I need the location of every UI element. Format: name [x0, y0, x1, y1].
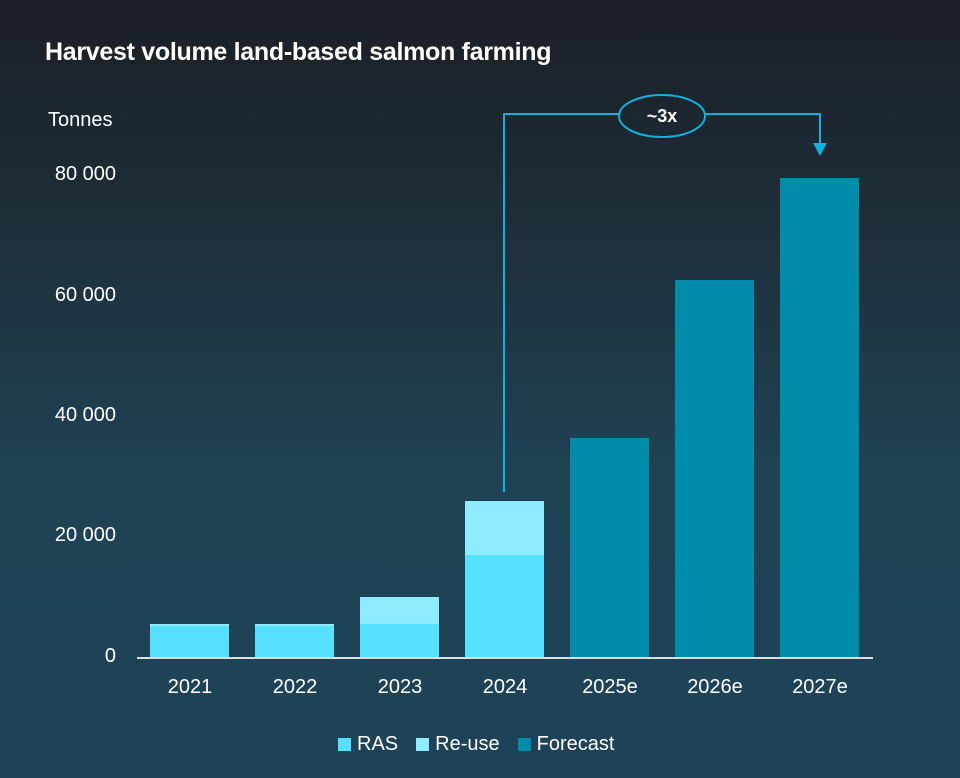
y-tick-40000: 40 000 — [54, 404, 116, 426]
bar-2026e — [675, 280, 754, 657]
y-tick-80000: 80 000 — [54, 163, 116, 185]
x-tick-2021: 2021 — [167, 676, 213, 698]
x-tick-2026e: 2026e — [687, 676, 743, 698]
bar-2025e — [570, 438, 649, 657]
legend-label-ras: RAS — [357, 733, 399, 755]
bar-2027e — [780, 178, 859, 657]
x-tick-2025e: 2025e — [582, 676, 638, 698]
x-tick-2024: 2024 — [482, 676, 528, 698]
legend: RAS Re-use Forecast — [338, 733, 614, 756]
legend-label-reuse: Re-use — [435, 733, 500, 755]
x-tick-2022: 2022 — [272, 676, 318, 698]
x-tick-2023: 2023 — [377, 676, 423, 698]
bar-2021 — [150, 624, 229, 657]
x-tick-2027e: 2027e — [792, 676, 848, 698]
y-tick-60000: 60 000 — [54, 284, 116, 306]
growth-annotation — [503, 94, 821, 492]
bar-2022 — [255, 624, 334, 657]
arrow-head-icon — [813, 143, 827, 156]
ras-swatch-icon — [338, 738, 351, 751]
bar-2023 — [360, 597, 439, 657]
legend-item-forecast: Forecast — [517, 733, 615, 756]
bar-2024 — [465, 501, 544, 657]
reuse-swatch-icon — [416, 738, 430, 751]
legend-item-ras: RAS — [338, 733, 398, 756]
chart-title: Harvest volume land-based salmon farming — [45, 38, 552, 66]
y-tick-0: 0 — [104, 645, 116, 667]
growth-multiplier-label: ~3x — [646, 106, 678, 126]
y-tick-20000: 20 000 — [54, 524, 116, 546]
legend-label-forecast: Forecast — [536, 733, 615, 755]
forecast-swatch-icon — [517, 738, 531, 751]
y-axis-unit: Tonnes — [48, 109, 113, 131]
legend-item-reuse: Re-use — [416, 733, 500, 756]
